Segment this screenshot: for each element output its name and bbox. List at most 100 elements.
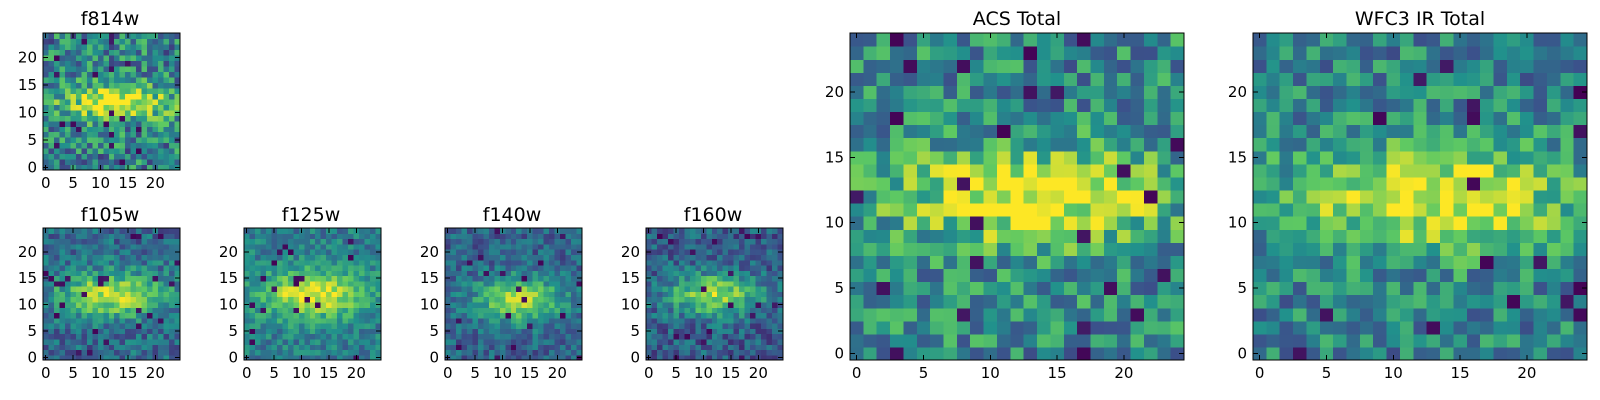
pixel-cell xyxy=(174,87,181,94)
pixel-cell xyxy=(1480,216,1495,230)
pixel-cell xyxy=(92,243,99,250)
pixel-cell xyxy=(92,115,99,122)
pixel-cell xyxy=(1279,242,1294,256)
pixel-cell xyxy=(1319,294,1334,309)
pixel-cell xyxy=(1023,307,1038,322)
pixel-cell xyxy=(326,338,333,345)
pixel-cell xyxy=(1253,124,1267,139)
pixel-cell xyxy=(1546,33,1561,47)
pixel-cell xyxy=(499,301,506,308)
pixel-cell xyxy=(108,153,115,160)
pixel-cell xyxy=(130,233,137,240)
pixel-cell xyxy=(64,153,71,160)
pixel-cell xyxy=(287,259,294,266)
pixel-cell xyxy=(1293,203,1308,217)
pixel-cell xyxy=(1333,124,1348,139)
pixel-cell xyxy=(1157,242,1172,256)
pixel-cell xyxy=(943,163,958,178)
pixel-cell xyxy=(750,280,757,287)
pixel-cell xyxy=(733,280,740,287)
pixel-cell xyxy=(505,338,512,345)
pixel-cell xyxy=(174,270,181,277)
pixel-cell xyxy=(59,54,66,61)
pixel-cell xyxy=(75,243,82,250)
pixel-cell xyxy=(70,131,77,138)
pixel-cell xyxy=(244,312,251,319)
pixel-cell xyxy=(141,49,148,56)
pixel-cell xyxy=(315,323,322,329)
pixel-cell xyxy=(48,93,55,100)
pixel-cell xyxy=(673,296,680,303)
y-tick-label-acs-total: 0 xyxy=(834,344,844,362)
pixel-cell xyxy=(516,291,523,298)
pixel-cell xyxy=(298,275,305,282)
pixel-cell xyxy=(53,76,61,83)
pixel-cell xyxy=(1293,189,1308,204)
pixel-cell xyxy=(494,296,501,303)
pixel-cell xyxy=(488,264,495,271)
pixel-cell xyxy=(152,54,159,61)
pixel-cell xyxy=(1480,320,1495,335)
pixel-cell xyxy=(755,275,762,282)
pixel-cell xyxy=(1306,216,1321,230)
pixel-cell xyxy=(125,131,132,138)
pixel-cell xyxy=(53,301,61,308)
pixel-cell xyxy=(521,307,528,314)
pixel-cell xyxy=(309,259,316,266)
pixel-cell xyxy=(53,338,61,345)
pixel-cell xyxy=(271,307,278,314)
pixel-cell xyxy=(1306,333,1321,348)
pixel-cell xyxy=(315,328,322,335)
pixel-cell xyxy=(141,338,148,345)
pixel-cell xyxy=(103,153,110,160)
pixel-cell xyxy=(1279,268,1294,283)
pixel-cell xyxy=(1063,137,1078,152)
pixel-cell xyxy=(943,98,958,113)
pixel-cell xyxy=(158,354,165,361)
pixel-cell xyxy=(1493,294,1508,309)
pixel-cell xyxy=(353,291,360,298)
pixel-cell xyxy=(1117,255,1132,270)
pixel-cell xyxy=(375,233,382,240)
pixel-cell xyxy=(1506,85,1521,99)
pixel-cell xyxy=(287,323,294,329)
pixel-cell xyxy=(477,259,484,266)
pixel-cell xyxy=(684,280,691,287)
pixel-cell xyxy=(1063,333,1078,348)
pixel-cell xyxy=(53,153,61,160)
pixel-cell xyxy=(483,307,490,314)
pixel-cell xyxy=(1333,137,1348,152)
pixel-cell xyxy=(119,126,126,133)
x-tick-label-wfc3-ir-total: 10 xyxy=(1384,364,1403,382)
pixel-cell xyxy=(48,137,55,144)
pixel-cell xyxy=(75,333,82,340)
pixel-cell xyxy=(75,104,82,111)
pixel-cell xyxy=(75,349,82,356)
pixel-cell xyxy=(1090,33,1105,47)
pixel-cell xyxy=(1010,307,1025,322)
pixel-cell xyxy=(254,249,262,255)
pixel-cell xyxy=(337,280,344,287)
pixel-cell xyxy=(1050,98,1065,113)
pixel-cell xyxy=(1493,333,1508,348)
pixel-cell xyxy=(337,228,344,234)
pixel-cell xyxy=(331,259,338,266)
axes-frame xyxy=(42,227,181,361)
pixel-cell xyxy=(249,238,256,245)
pixel-cell xyxy=(1453,85,1468,99)
pixel-cell xyxy=(1143,320,1158,335)
pixel-cell xyxy=(103,307,110,314)
pixel-cell xyxy=(903,111,918,126)
pixel-cell xyxy=(92,312,99,319)
pixel-cell xyxy=(983,281,998,296)
pixel-cell xyxy=(510,323,517,329)
pixel-cell xyxy=(521,264,528,271)
pixel-cell xyxy=(48,264,55,271)
pixel-cell xyxy=(1506,281,1521,296)
pixel-cell xyxy=(64,49,71,56)
pixel-cell xyxy=(298,243,305,250)
pixel-cell xyxy=(342,264,349,271)
pixel-cell xyxy=(298,238,305,245)
pixel-cell xyxy=(766,307,773,314)
pixel-cell xyxy=(1077,72,1092,86)
